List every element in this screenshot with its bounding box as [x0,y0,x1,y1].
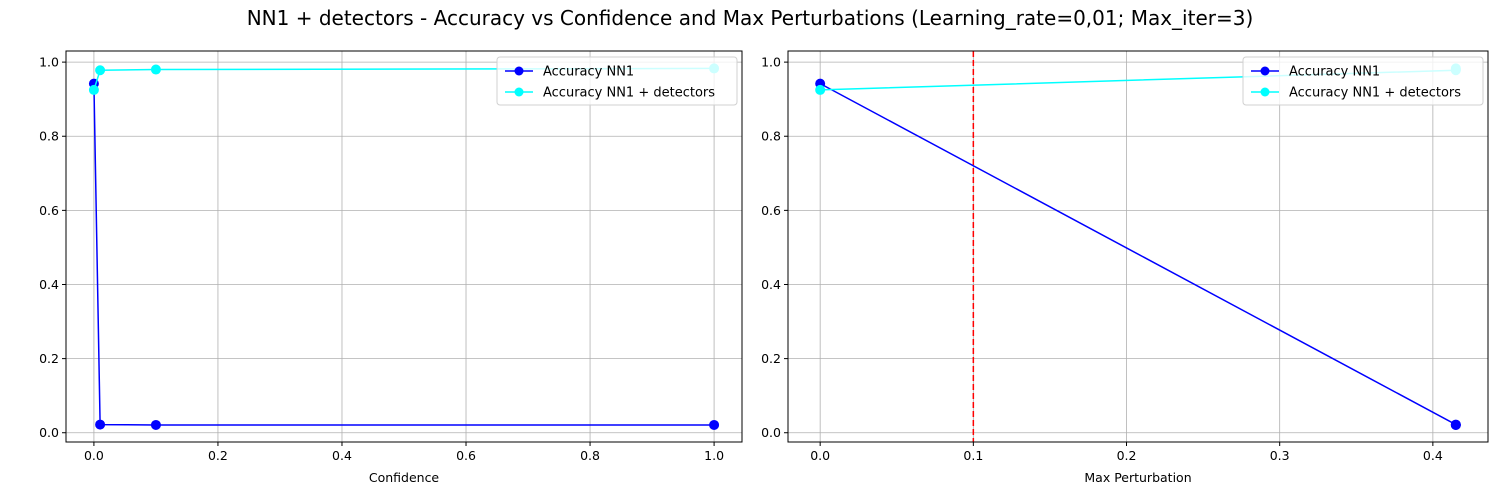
x-tick-label: 0.4 [332,448,352,463]
y-tick-label: 0.6 [761,203,781,218]
y-tick-label: 0.4 [761,277,781,292]
y-tick-label: 1.0 [761,55,781,70]
series-line-2 [93,67,715,91]
x-axis-label: Max Perturbation [1084,470,1191,485]
y-tick-label: 0.8 [39,129,59,144]
x-tick-label: 0.8 [580,448,600,463]
data-point [709,419,720,430]
legend-label: Accuracy NN1 [1289,65,1380,80]
x-tick-label: 0.2 [208,448,228,463]
series-line-1 [93,83,715,426]
y-tick-label: 1.0 [39,55,59,70]
data-point [88,84,99,95]
x-tick-label: 0.6 [456,448,476,463]
plot-frame [65,50,743,443]
y-tick-label: 0.2 [761,351,781,366]
plot-frame [787,50,1489,443]
y-tick-label: 0.6 [39,203,59,218]
y-tick-label: 0.0 [761,425,781,440]
chart-panel-1: 0.0 0.2 0.4 0.6 0.8 1.0 0.0 0.2 0.4 0.6 0.8 1.0 Conf… [39,50,743,485]
legend-marker [514,87,524,97]
data-point [815,84,826,95]
y-tick-label: 0.0 [39,425,59,440]
legend-marker [1260,87,1270,97]
x-tick-label: 0.0 [84,448,104,463]
legend-box [496,56,738,106]
x-tick-label: 0.4 [1423,448,1443,463]
series-line-1 [819,82,1457,426]
x-axis-label: Confidence [369,470,440,485]
x-tick-label: 0.0 [810,448,830,463]
x-tick-label: 0.1 [963,448,983,463]
data-point [1450,419,1461,430]
y-tick-label: 0.2 [39,351,59,366]
data-point [150,64,161,75]
x-tick-label: 1.0 [704,448,724,463]
legend-label: Accuracy NN1 + detectors [543,86,715,101]
legend-label: Accuracy NN1 [543,65,634,80]
chart-panel-2: 0.0 0.1 0.2 0.3 0.4 0.0 0.2 0.4 0.6 0.8 1.0 Max Per… [761,50,1489,485]
data-point [95,419,106,430]
data-point [95,65,106,76]
x-tick-label: 0.3 [1270,448,1290,463]
legend-box [1242,56,1484,106]
legend-marker [1260,66,1270,76]
legend-marker [514,66,524,76]
y-tick-label: 0.8 [761,129,781,144]
legend-label: Accuracy NN1 + detectors [1289,86,1461,101]
y-tick-label: 0.4 [39,277,59,292]
x-tick-label: 0.2 [1117,448,1137,463]
data-point [150,419,161,430]
figure-title: NN1 + detectors - Accuracy vs Confidence… [246,6,1254,30]
